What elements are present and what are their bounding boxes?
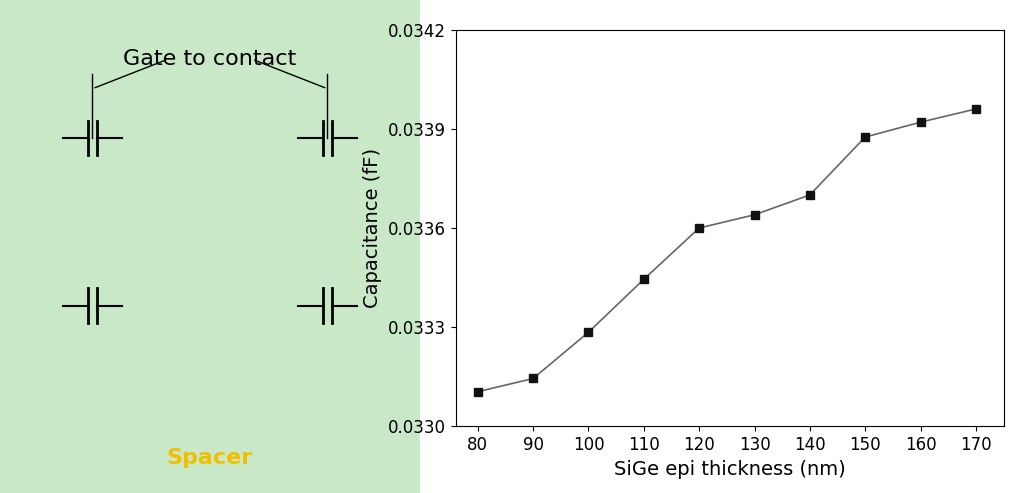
Text: Gate to contact: Gate to contact — [123, 49, 297, 69]
Text: Spacer: Spacer — [167, 449, 253, 468]
X-axis label: SiGe epi thickness (nm): SiGe epi thickness (nm) — [613, 460, 846, 479]
Y-axis label: Capacitance (fF): Capacitance (fF) — [364, 148, 382, 308]
